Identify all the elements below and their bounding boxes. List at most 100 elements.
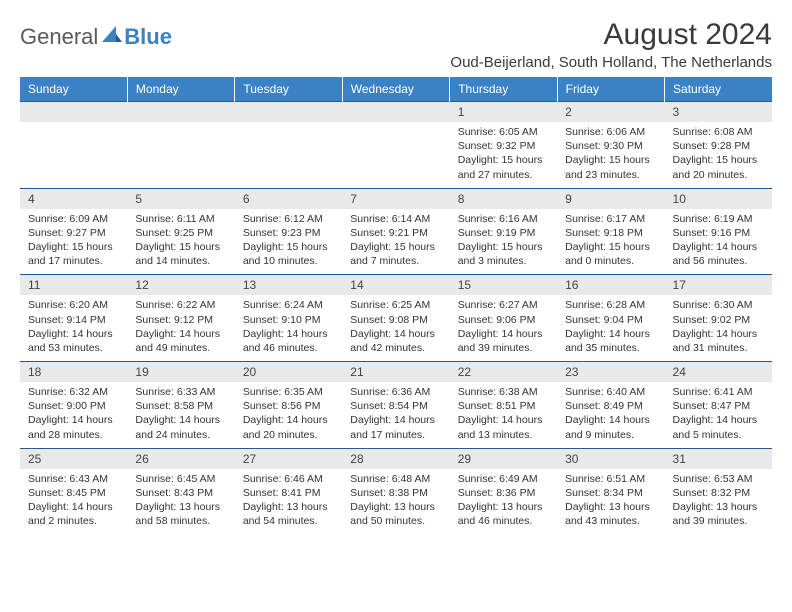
day-cell bbox=[20, 102, 127, 189]
daylight-text: and 43 minutes. bbox=[565, 514, 656, 528]
sunset-text: Sunset: 8:43 PM bbox=[135, 486, 226, 500]
daylight-text: and 50 minutes. bbox=[350, 514, 441, 528]
day-content: Sunrise: 6:51 AMSunset: 8:34 PMDaylight:… bbox=[557, 469, 664, 535]
day-content: Sunrise: 6:16 AMSunset: 9:19 PMDaylight:… bbox=[450, 209, 557, 275]
calendar-body: 1Sunrise: 6:05 AMSunset: 9:32 PMDaylight… bbox=[20, 102, 772, 535]
sunset-text: Sunset: 8:47 PM bbox=[673, 399, 764, 413]
sunrise-text: Sunrise: 6:14 AM bbox=[350, 212, 441, 226]
day-number: 17 bbox=[665, 275, 772, 295]
sunset-text: Sunset: 9:14 PM bbox=[28, 313, 119, 327]
daylight-text: Daylight: 14 hours bbox=[135, 327, 226, 341]
sunrise-text: Sunrise: 6:09 AM bbox=[28, 212, 119, 226]
daylight-text: and 7 minutes. bbox=[350, 254, 441, 268]
day-number: 13 bbox=[235, 275, 342, 295]
sunset-text: Sunset: 9:28 PM bbox=[673, 139, 764, 153]
daylight-text: Daylight: 13 hours bbox=[243, 500, 334, 514]
daylight-text: Daylight: 13 hours bbox=[458, 500, 549, 514]
day-content: Sunrise: 6:43 AMSunset: 8:45 PMDaylight:… bbox=[20, 469, 127, 535]
day-cell: 17Sunrise: 6:30 AMSunset: 9:02 PMDayligh… bbox=[665, 275, 772, 362]
day-number: 25 bbox=[20, 449, 127, 469]
day-number: 19 bbox=[127, 362, 234, 382]
day-content: Sunrise: 6:24 AMSunset: 9:10 PMDaylight:… bbox=[235, 295, 342, 361]
daylight-text: Daylight: 15 hours bbox=[28, 240, 119, 254]
sunrise-text: Sunrise: 6:49 AM bbox=[458, 472, 549, 486]
daylight-text: Daylight: 15 hours bbox=[673, 153, 764, 167]
day-cell: 13Sunrise: 6:24 AMSunset: 9:10 PMDayligh… bbox=[235, 275, 342, 362]
day-cell: 6Sunrise: 6:12 AMSunset: 9:23 PMDaylight… bbox=[235, 188, 342, 275]
day-number: 24 bbox=[665, 362, 772, 382]
day-header-monday: Monday bbox=[127, 77, 234, 102]
daylight-text: and 20 minutes. bbox=[673, 168, 764, 182]
sunset-text: Sunset: 8:41 PM bbox=[243, 486, 334, 500]
daylight-text: and 49 minutes. bbox=[135, 341, 226, 355]
daylight-text: and 2 minutes. bbox=[28, 514, 119, 528]
daylight-text: Daylight: 14 hours bbox=[28, 500, 119, 514]
day-number: 9 bbox=[557, 189, 664, 209]
sunrise-text: Sunrise: 6:45 AM bbox=[135, 472, 226, 486]
title-block: August 2024 Oud-Beijerland, South Hollan… bbox=[450, 18, 772, 71]
sunset-text: Sunset: 8:49 PM bbox=[565, 399, 656, 413]
daylight-text: and 20 minutes. bbox=[243, 428, 334, 442]
day-number: 27 bbox=[235, 449, 342, 469]
daylight-text: Daylight: 13 hours bbox=[135, 500, 226, 514]
day-cell: 24Sunrise: 6:41 AMSunset: 8:47 PMDayligh… bbox=[665, 362, 772, 449]
daylight-text: and 39 minutes. bbox=[458, 341, 549, 355]
sunrise-text: Sunrise: 6:25 AM bbox=[350, 298, 441, 312]
daylight-text: Daylight: 14 hours bbox=[565, 413, 656, 427]
daylight-text: Daylight: 14 hours bbox=[243, 413, 334, 427]
day-number: 8 bbox=[450, 189, 557, 209]
day-content: Sunrise: 6:28 AMSunset: 9:04 PMDaylight:… bbox=[557, 295, 664, 361]
sunrise-text: Sunrise: 6:38 AM bbox=[458, 385, 549, 399]
day-header-friday: Friday bbox=[557, 77, 664, 102]
day-number: 12 bbox=[127, 275, 234, 295]
day-cell: 15Sunrise: 6:27 AMSunset: 9:06 PMDayligh… bbox=[450, 275, 557, 362]
sunset-text: Sunset: 8:34 PM bbox=[565, 486, 656, 500]
day-number: 31 bbox=[665, 449, 772, 469]
day-number: 7 bbox=[342, 189, 449, 209]
day-cell: 27Sunrise: 6:46 AMSunset: 8:41 PMDayligh… bbox=[235, 448, 342, 534]
sunrise-text: Sunrise: 6:12 AM bbox=[243, 212, 334, 226]
day-content: Sunrise: 6:49 AMSunset: 8:36 PMDaylight:… bbox=[450, 469, 557, 535]
day-number: 30 bbox=[557, 449, 664, 469]
sunrise-text: Sunrise: 6:40 AM bbox=[565, 385, 656, 399]
day-cell: 21Sunrise: 6:36 AMSunset: 8:54 PMDayligh… bbox=[342, 362, 449, 449]
daylight-text: and 58 minutes. bbox=[135, 514, 226, 528]
daylight-text: and 28 minutes. bbox=[28, 428, 119, 442]
day-cell: 9Sunrise: 6:17 AMSunset: 9:18 PMDaylight… bbox=[557, 188, 664, 275]
daylight-text: and 53 minutes. bbox=[28, 341, 119, 355]
daylight-text: and 17 minutes. bbox=[28, 254, 119, 268]
week-row: 18Sunrise: 6:32 AMSunset: 9:00 PMDayligh… bbox=[20, 362, 772, 449]
day-number: 14 bbox=[342, 275, 449, 295]
day-number: 11 bbox=[20, 275, 127, 295]
day-cell: 23Sunrise: 6:40 AMSunset: 8:49 PMDayligh… bbox=[557, 362, 664, 449]
day-content bbox=[342, 122, 449, 178]
week-row: 1Sunrise: 6:05 AMSunset: 9:32 PMDaylight… bbox=[20, 102, 772, 189]
day-cell: 29Sunrise: 6:49 AMSunset: 8:36 PMDayligh… bbox=[450, 448, 557, 534]
sunset-text: Sunset: 8:58 PM bbox=[135, 399, 226, 413]
daylight-text: and 13 minutes. bbox=[458, 428, 549, 442]
sunset-text: Sunset: 8:36 PM bbox=[458, 486, 549, 500]
day-number: 2 bbox=[557, 102, 664, 122]
day-cell bbox=[127, 102, 234, 189]
sunset-text: Sunset: 9:12 PM bbox=[135, 313, 226, 327]
daylight-text: and 27 minutes. bbox=[458, 168, 549, 182]
sunset-text: Sunset: 9:18 PM bbox=[565, 226, 656, 240]
week-row: 11Sunrise: 6:20 AMSunset: 9:14 PMDayligh… bbox=[20, 275, 772, 362]
day-number: 16 bbox=[557, 275, 664, 295]
daylight-text: Daylight: 14 hours bbox=[28, 327, 119, 341]
daylight-text: Daylight: 14 hours bbox=[673, 413, 764, 427]
day-content: Sunrise: 6:11 AMSunset: 9:25 PMDaylight:… bbox=[127, 209, 234, 275]
logo-accent: Blue bbox=[124, 24, 172, 50]
day-cell: 28Sunrise: 6:48 AMSunset: 8:38 PMDayligh… bbox=[342, 448, 449, 534]
logo: General Blue bbox=[20, 18, 172, 50]
sunset-text: Sunset: 9:19 PM bbox=[458, 226, 549, 240]
day-cell: 2Sunrise: 6:06 AMSunset: 9:30 PMDaylight… bbox=[557, 102, 664, 189]
day-content: Sunrise: 6:20 AMSunset: 9:14 PMDaylight:… bbox=[20, 295, 127, 361]
daylight-text: and 31 minutes. bbox=[673, 341, 764, 355]
day-number: 3 bbox=[665, 102, 772, 122]
daylight-text: and 23 minutes. bbox=[565, 168, 656, 182]
day-content: Sunrise: 6:32 AMSunset: 9:00 PMDaylight:… bbox=[20, 382, 127, 448]
day-content: Sunrise: 6:09 AMSunset: 9:27 PMDaylight:… bbox=[20, 209, 127, 275]
daylight-text: and 3 minutes. bbox=[458, 254, 549, 268]
day-number: 18 bbox=[20, 362, 127, 382]
